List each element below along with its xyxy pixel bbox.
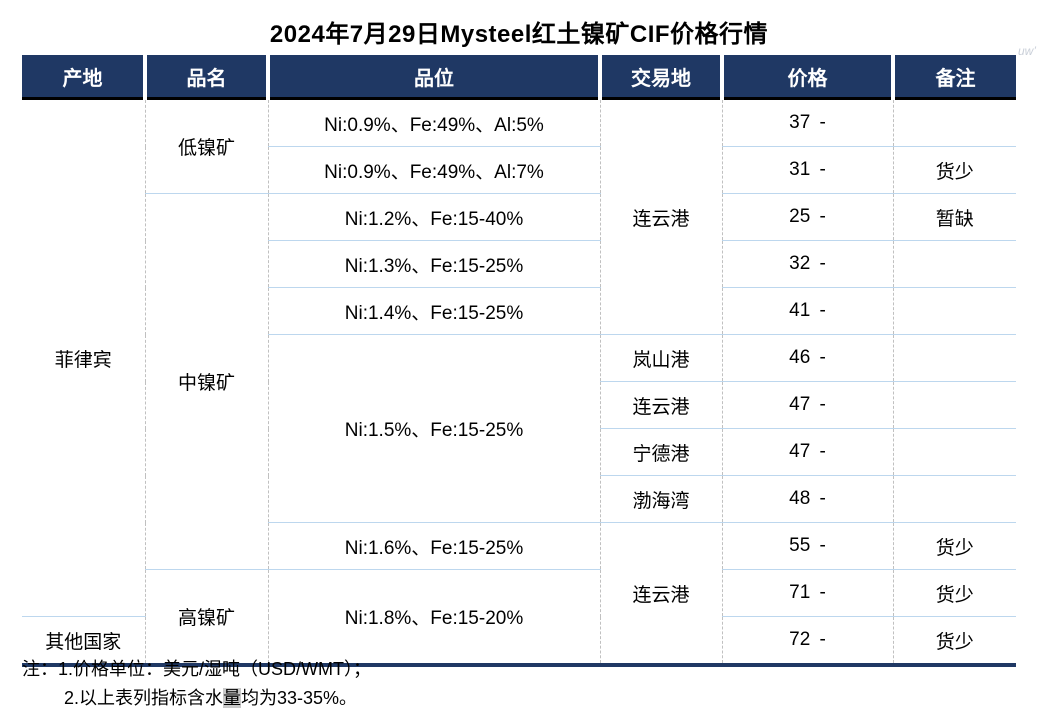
table-row: 菲律宾 低镍矿 Ni:0.9%、Fe:49%、Al:5% 连云港 37 - [22, 98, 1016, 617]
origin-cell-philippines: 菲律宾 [22, 98, 146, 617]
price-cell: 71 - [722, 569, 894, 617]
grade-cell: Ni:1.2%、Fe:15-40% [268, 193, 601, 241]
price-cell: 47 - [722, 428, 894, 476]
table-row: 渤海湾 48 - [22, 475, 1016, 523]
footnote-2: 2.以上表列指标含水量均为33-35%。 [64, 684, 357, 710]
table-row: 高镍矿 Ni:1.8%、Fe:15-20% 71 - 货少 [22, 569, 1016, 665]
table-row: Ni:1.5%、Fe:15-25% 岚山港 46 - [22, 334, 1016, 523]
trade-port-cell: 渤海湾 [600, 475, 723, 523]
watermark: uw’ [1017, 44, 1036, 58]
origin-cell-other-countries: 其他国家 [22, 616, 146, 665]
col-header-price: 价格 [720, 55, 893, 100]
trade-port-cell: 连云港 [600, 522, 723, 665]
grade-cell: Ni:1.6%、Fe:15-25% [268, 522, 601, 570]
table-row: 宁德港 47 - [22, 428, 1016, 476]
footnote-2-text: 均为33-35%。 [241, 688, 358, 708]
price-cell: 46 - [722, 334, 894, 382]
grade-cell: Ni:1.4%、Fe:15-25% [268, 287, 601, 335]
col-header-grade: 品位 [266, 55, 600, 100]
grade-cell: Ni:1.3%、Fe:15-25% [268, 240, 601, 288]
table-row: 其他国家 72 - 货少 [22, 616, 1016, 665]
price-cell: 72 - [722, 616, 894, 665]
product-name-cell-low-nickel: 低镍矿 [145, 98, 269, 194]
price-cell: 47 - [722, 381, 894, 429]
trade-port-cell: 连云港 [600, 381, 723, 429]
trade-port-cell: 连云港 [600, 98, 723, 335]
page-title: 2024年7月29日Mysteel红土镍矿CIF价格行情 [269, 21, 769, 48]
price-cell: 41 - [722, 287, 894, 335]
grade-cell: Ni:1.8%、Fe:15-20% [268, 569, 601, 665]
price-cell: 48 - [722, 475, 894, 523]
remark-cell [893, 475, 1016, 523]
table-row: Ni:1.3%、Fe:15-25% 32 - [22, 240, 1016, 288]
remark-cell [893, 428, 1016, 476]
table-row: Ni:1.4%、Fe:15-25% 41 - [22, 287, 1016, 335]
product-name-cell-high-nickel: 高镍矿 [145, 569, 269, 665]
col-header-product-name: 品名 [143, 55, 268, 100]
trade-port-cell: 岚山港 [600, 334, 723, 382]
table-row: Ni:0.9%、Fe:49%、Al:7% 31 - 货少 [22, 146, 1016, 194]
col-header-trade-port: 交易地 [598, 55, 722, 100]
remark-cell: 货少 [893, 569, 1016, 617]
nickel-ore-price-table: 产地 品名 品位 交易地 价格 备注 菲律宾 低镍矿 Ni:0.9%、Fe:49… [22, 55, 1016, 667]
footnote-2-highlighted-char: 量 [223, 688, 242, 708]
grade-cell: Ni:1.5%、Fe:15-25% [268, 334, 601, 523]
price-cell: 55 - [722, 522, 894, 570]
footnote-2-text: 2.以上表列指标含水 [64, 688, 224, 708]
remark-cell: 货少 [893, 616, 1016, 665]
remark-cell [893, 334, 1016, 382]
col-header-origin: 产地 [22, 55, 145, 100]
table-row: 连云港 47 - [22, 381, 1016, 429]
remark-cell [893, 287, 1016, 335]
remark-cell [893, 240, 1016, 288]
table-row: 中镍矿 Ni:1.2%、Fe:15-40% 25 - 暂缺 [22, 193, 1016, 570]
header-row: 产地 品名 品位 交易地 价格 备注 [22, 55, 1016, 100]
remark-cell: 货少 [893, 146, 1016, 194]
grade-cell: Ni:0.9%、Fe:49%、Al:7% [268, 146, 601, 194]
product-name-cell-mid-nickel: 中镍矿 [145, 193, 269, 570]
grade-cell: Ni:0.9%、Fe:49%、Al:5% [268, 98, 601, 147]
price-cell: 32 - [722, 240, 894, 288]
trade-port-cell: 宁德港 [600, 428, 723, 476]
footnote-1: 注：1.价格单位：美元/湿吨（USD/WMT）； [22, 659, 371, 679]
remark-cell [893, 98, 1016, 147]
remark-cell [893, 381, 1016, 429]
col-header-remark: 备注 [891, 55, 1016, 100]
price-cell: 37 - [722, 98, 894, 147]
remark-cell: 暂缺 [893, 193, 1016, 241]
table-row: Ni:1.6%、Fe:15-25% 连云港 55 - 货少 [22, 522, 1016, 665]
price-cell: 25 - [722, 193, 894, 241]
remark-cell: 货少 [893, 522, 1016, 570]
price-cell: 31 - [722, 146, 894, 194]
